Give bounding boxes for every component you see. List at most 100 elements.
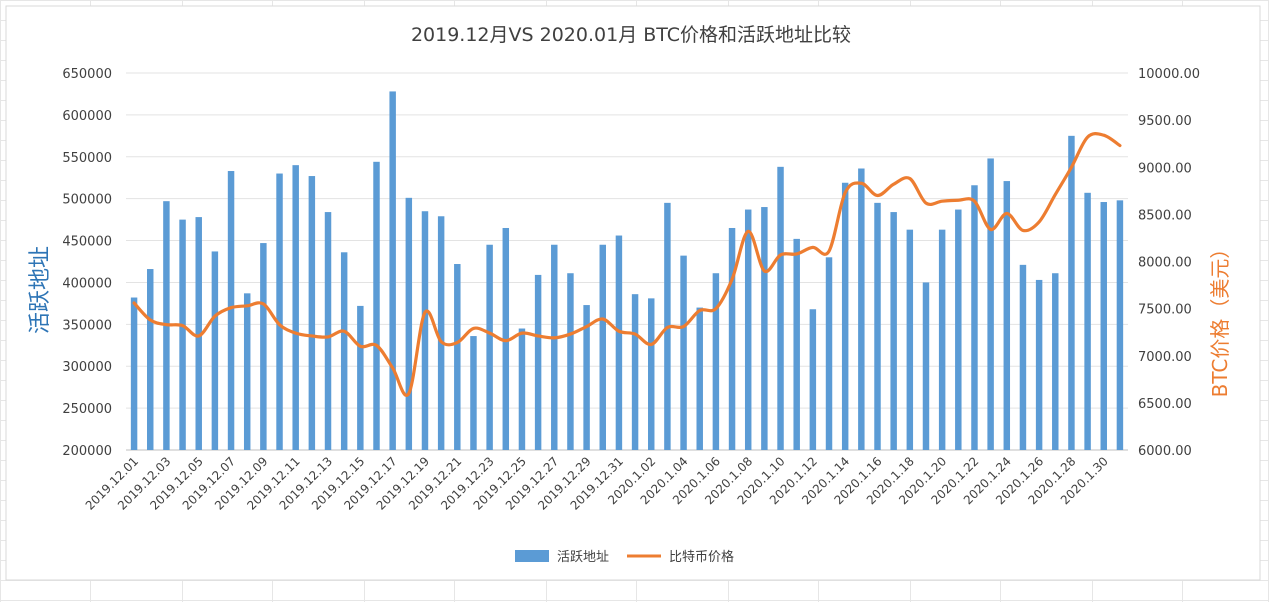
point-btc-price	[779, 254, 782, 256]
point-btc-price	[391, 367, 394, 369]
point-btc-price	[601, 318, 604, 320]
point-btc-price	[424, 311, 426, 314]
left-axis-tick-labels: 650000 600000 550000 500000 450000 400000 3500…	[62, 67, 112, 459]
point-btc-price	[1086, 136, 1089, 138]
y2-tick-label: 9500.00	[1138, 114, 1192, 129]
bar-active-addresses	[1035, 279, 1043, 450]
point-btc-price	[488, 332, 491, 334]
bar-active-addresses	[809, 309, 817, 450]
bar-active-addresses	[389, 91, 396, 450]
y-tick-label: 200000	[62, 444, 112, 459]
y-tick-label: 400000	[62, 276, 112, 291]
point-btc-price	[1102, 134, 1105, 137]
point-btc-price	[909, 177, 911, 180]
bar-active-addresses	[1084, 192, 1091, 450]
legend: 活跃地址 比特币价格	[515, 549, 734, 565]
bar-active-addresses	[567, 273, 574, 450]
bar-active-addresses	[583, 305, 590, 450]
point-btc-price	[278, 323, 281, 326]
point-btc-price	[682, 325, 685, 328]
bar-active-addresses	[615, 235, 623, 450]
bar-active-addresses	[551, 244, 558, 450]
bar-active-addresses	[292, 165, 299, 450]
point-btc-price	[1054, 193, 1057, 196]
point-btc-price	[650, 343, 653, 346]
bar-active-addresses	[938, 229, 946, 450]
bar-active-addresses	[858, 168, 865, 451]
bar-active-addresses	[486, 244, 493, 450]
y2-tick-label: 6500.00	[1138, 397, 1192, 412]
bar-active-addresses	[470, 336, 477, 450]
y-tick-label: 600000	[62, 109, 112, 124]
point-btc-price	[1038, 221, 1040, 223]
bar-active-addresses	[599, 244, 606, 450]
point-btc-price	[504, 339, 507, 342]
point-btc-price	[698, 309, 701, 312]
point-btc-price	[375, 344, 378, 347]
line-series-btc-price	[132, 132, 1122, 397]
y-tick-label: 650000	[62, 67, 112, 82]
bar-active-addresses	[728, 227, 736, 450]
bar-active-addresses	[793, 238, 800, 450]
sheet-grid-row-line	[0, 0, 1269, 1]
left-axis-title: 活跃地址	[28, 246, 53, 334]
bar-active-addresses	[1052, 273, 1059, 450]
bar-active-addresses	[1003, 181, 1011, 450]
bar-active-addresses	[243, 293, 251, 450]
y2-tick-label: 7500.00	[1138, 303, 1192, 318]
point-btc-price	[844, 191, 846, 194]
point-btc-price	[197, 335, 200, 337]
bar-active-addresses	[147, 269, 154, 450]
point-btc-price	[989, 228, 992, 231]
bar-active-addresses	[777, 166, 784, 450]
y2-tick-label: 6000.00	[1138, 444, 1192, 459]
point-btc-price	[957, 199, 960, 202]
bar-active-addresses	[680, 255, 687, 450]
bar-active-addresses	[648, 298, 655, 450]
bar-active-addresses	[502, 227, 510, 450]
bar-active-addresses	[179, 219, 186, 450]
bar-active-addresses	[825, 257, 833, 450]
point-btc-price	[149, 319, 152, 321]
bar-active-addresses	[696, 307, 703, 450]
point-btc-price	[294, 332, 297, 334]
point-btc-price	[408, 392, 410, 395]
bar-active-addresses	[130, 297, 138, 450]
bar-active-addresses	[437, 216, 445, 450]
point-btc-price	[456, 341, 459, 344]
point-btc-price	[327, 336, 329, 338]
bar-active-addresses	[744, 209, 752, 450]
sheet-grid-row-line	[0, 600, 1269, 601]
point-btc-price	[133, 302, 135, 304]
bar-active-addresses	[211, 251, 219, 450]
y2-tick-label: 8500.00	[1138, 208, 1192, 223]
y-tick-label: 450000	[62, 235, 112, 250]
point-btc-price	[763, 270, 766, 272]
bar-active-addresses	[373, 161, 380, 450]
point-btc-price	[795, 253, 798, 255]
point-btc-price	[731, 278, 733, 281]
bar-active-addresses	[841, 182, 849, 450]
bar-active-addresses	[761, 207, 768, 450]
bar-active-addresses	[1100, 202, 1107, 450]
bar-active-addresses	[227, 171, 235, 450]
point-btc-price	[925, 202, 927, 204]
bar-active-addresses	[357, 305, 364, 450]
bar-active-addresses	[631, 294, 639, 450]
point-btc-price	[569, 333, 572, 335]
right-axis-title: BTC价格（美元）	[1208, 239, 1232, 398]
bar-active-addresses	[712, 273, 720, 450]
bar-active-addresses	[308, 176, 316, 450]
y2-tick-label: 7000.00	[1138, 350, 1192, 365]
bar-active-addresses	[454, 264, 461, 450]
right-axis-tick-labels: 10000.00 9500.00 9000.00 8500.00 8000.00 7500…	[1138, 67, 1200, 459]
legend-label-btc-price: 比特币价格	[669, 549, 734, 565]
point-btc-price	[1119, 144, 1121, 147]
bar-active-addresses	[340, 252, 348, 450]
point-btc-price	[246, 304, 249, 307]
y-tick-label: 350000	[62, 318, 112, 333]
y-tick-label: 550000	[62, 151, 112, 166]
bar-active-addresses	[971, 185, 978, 451]
